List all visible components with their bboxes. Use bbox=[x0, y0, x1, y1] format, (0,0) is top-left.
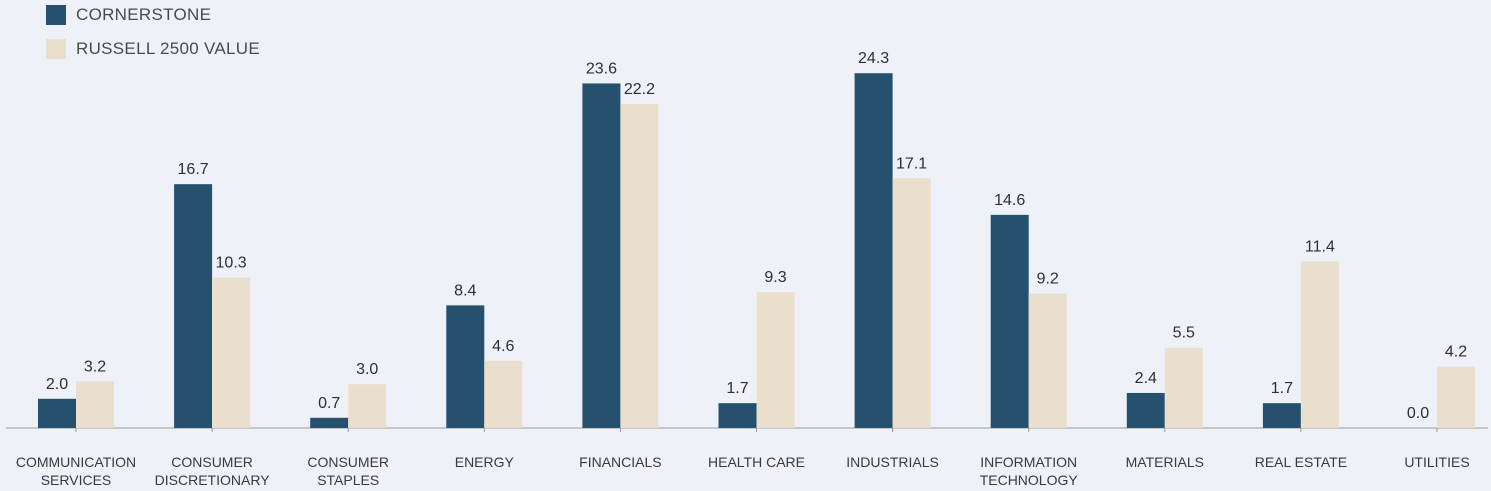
data-label-russell-2500-value: 3.2 bbox=[84, 358, 106, 375]
bar-russell-2500-value bbox=[1028, 293, 1067, 428]
data-label-russell-2500-value: 17.1 bbox=[896, 155, 927, 172]
category-label: INDUSTRIALS bbox=[846, 454, 939, 470]
legend-swatch-cornerstone bbox=[46, 5, 66, 25]
data-label-russell-2500-value: 4.2 bbox=[1445, 344, 1467, 361]
data-label-cornerstone: 0.0 bbox=[1407, 405, 1429, 422]
legend-label-russell-2500-value: RUSSELL 2500 VALUE bbox=[76, 39, 260, 58]
bar-cornerstone bbox=[990, 214, 1029, 428]
data-label-russell-2500-value: 9.2 bbox=[1037, 271, 1059, 288]
category-label: HEALTH CARE bbox=[708, 454, 805, 470]
bar-russell-2500-value bbox=[620, 103, 659, 428]
legend-label-cornerstone: CORNERSTONE bbox=[76, 5, 212, 24]
bar-cornerstone bbox=[854, 73, 893, 428]
data-label-cornerstone: 1.7 bbox=[1271, 380, 1293, 397]
data-label-russell-2500-value: 3.0 bbox=[356, 361, 378, 378]
legend-item-cornerstone: CORNERSTONE bbox=[46, 4, 260, 26]
data-label-cornerstone: 14.6 bbox=[994, 192, 1025, 209]
data-label-russell-2500-value: 4.6 bbox=[492, 338, 514, 355]
bar-cornerstone bbox=[1262, 403, 1301, 428]
bar-cornerstone bbox=[582, 83, 621, 428]
data-label-russell-2500-value: 22.2 bbox=[624, 81, 655, 98]
category-label: INFORMATION bbox=[980, 454, 1077, 470]
data-label-cornerstone: 23.6 bbox=[586, 60, 617, 77]
category-label: TECHNOLOGY bbox=[980, 472, 1079, 488]
bar-russell-2500-value bbox=[1164, 347, 1203, 428]
category-label: DISCRETIONARY bbox=[155, 472, 271, 488]
bar-russell-2500-value bbox=[756, 292, 795, 428]
bar-cornerstone bbox=[38, 398, 76, 428]
category-label: CONSUMER bbox=[171, 454, 253, 470]
bar-cornerstone bbox=[174, 184, 213, 428]
data-label-cornerstone: 8.4 bbox=[454, 282, 476, 299]
bar-russell-2500-value bbox=[212, 277, 251, 428]
bar-cornerstone bbox=[310, 417, 349, 428]
bar-russell-2500-value bbox=[348, 384, 387, 428]
category-label: REAL ESTATE bbox=[1255, 454, 1347, 470]
category-label: SERVICES bbox=[41, 472, 112, 488]
legend-swatch-russell-2500-value bbox=[46, 39, 66, 59]
data-label-cornerstone: 1.7 bbox=[726, 380, 748, 397]
data-label-russell-2500-value: 11.4 bbox=[1305, 239, 1335, 256]
data-label-cornerstone: 16.7 bbox=[178, 161, 209, 178]
data-label-cornerstone: 24.3 bbox=[858, 50, 889, 67]
bar-russell-2500-value bbox=[892, 178, 931, 428]
data-label-cornerstone: 2.0 bbox=[46, 376, 68, 393]
bar-russell-2500-value bbox=[76, 381, 114, 428]
bar-cornerstone bbox=[718, 403, 757, 428]
category-label: ENERGY bbox=[455, 454, 515, 470]
category-label: UTILITIES bbox=[1404, 454, 1469, 470]
bar-cornerstone bbox=[1126, 392, 1165, 428]
category-label: MATERIALS bbox=[1126, 454, 1204, 470]
chart-legend: CORNERSTONE RUSSELL 2500 VALUE bbox=[46, 4, 260, 72]
data-label-cornerstone: 0.7 bbox=[318, 395, 340, 412]
bar-russell-2500-value bbox=[1300, 261, 1339, 428]
data-label-russell-2500-value: 10.3 bbox=[216, 255, 247, 272]
legend-item-russell-2500-value: RUSSELL 2500 VALUE bbox=[46, 38, 260, 60]
bar-russell-2500-value bbox=[484, 360, 523, 428]
bar-cornerstone bbox=[446, 305, 485, 428]
category-label: STAPLES bbox=[317, 472, 379, 488]
bar-russell-2500-value bbox=[1437, 366, 1475, 428]
data-label-cornerstone: 2.4 bbox=[1135, 370, 1157, 387]
category-label: COMMUNICATION bbox=[16, 454, 136, 470]
data-label-russell-2500-value: 5.5 bbox=[1173, 325, 1195, 342]
category-label: FINANCIALS bbox=[579, 454, 661, 470]
category-label: CONSUMER bbox=[307, 454, 389, 470]
data-label-russell-2500-value: 9.3 bbox=[764, 269, 786, 286]
